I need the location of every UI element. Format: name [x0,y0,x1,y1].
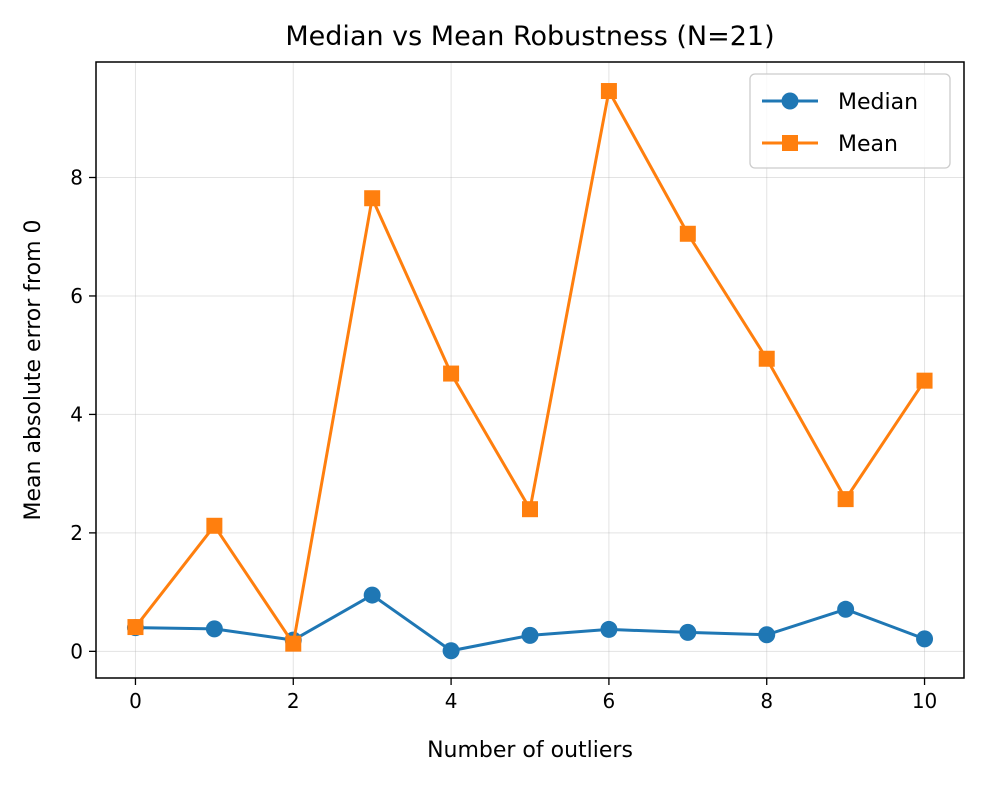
mean-point [285,635,302,652]
mean-point [206,517,223,534]
series-layer [126,83,934,660]
legend: Median Mean [749,73,951,169]
y-axis-label: Mean absolute error from 0 [21,220,46,521]
plot-frame [95,61,965,679]
mean-point [522,501,538,518]
legend-mean-label: Mean [838,132,898,157]
x-axis-label: Number of outliers [427,738,633,763]
chart-title: Median vs Mean Robustness (N=21) [285,21,774,52]
legend-median-label: Median [838,90,918,115]
mean-point [758,350,775,367]
x-tick-label: 10 [912,689,937,713]
mean-point [837,491,854,508]
median-point [521,626,539,644]
mean-point [600,83,617,100]
x-tick-label: 4 [445,689,458,713]
median-point [679,623,697,641]
median-point [363,586,381,604]
x-tick-label: 2 [287,689,300,713]
median-point [442,642,460,660]
median-point [600,620,618,638]
y-tick-label: 4 [70,402,83,426]
x-tick-label: 0 [129,689,142,713]
mean-point [916,372,933,389]
series-mean [127,83,933,652]
y-tick-label: 6 [70,284,83,308]
ticks: 0 2 4 6 8 10 0 2 4 6 8 [70,166,937,714]
series-median [126,586,934,660]
median-point [205,620,223,638]
median-point [837,600,855,618]
mean-point [127,619,144,636]
legend-median-marker [781,92,799,110]
median-point [916,630,934,648]
mean-point [679,225,696,242]
x-tick-label: 8 [760,689,773,713]
y-tick-label: 0 [70,639,83,663]
y-tick-label: 2 [70,521,83,545]
median-point [758,626,776,644]
mean-point [443,365,460,382]
y-tick-label: 8 [70,166,83,190]
x-tick-label: 6 [603,689,616,713]
mean-point [364,190,381,207]
legend-mean-marker [782,135,798,151]
